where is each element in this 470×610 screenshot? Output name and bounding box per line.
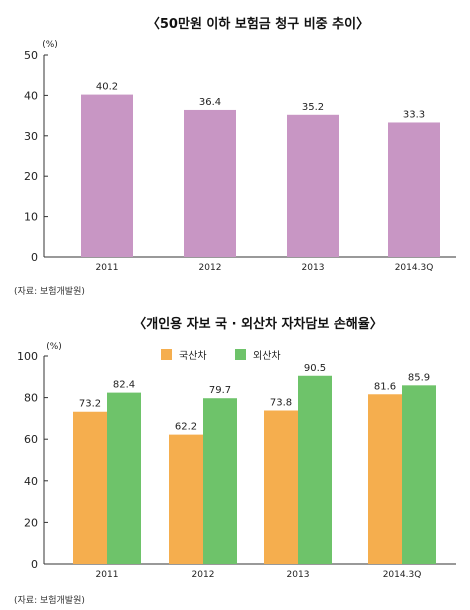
chart-1-value-labels: 40.2 36.4 35.2 33.3: [96, 82, 425, 121]
chart-2-y-tick-label: 80: [24, 392, 38, 405]
chart-2-y-tick-label: 60: [24, 433, 38, 446]
chart-2-x-tick-label: 2013: [287, 570, 310, 580]
chart-2-y-tick-label: 20: [24, 516, 38, 529]
chart-2-bar-imported: [203, 398, 237, 564]
chart-2-y-tick-label: 100: [17, 350, 38, 363]
legend-label-imported: 외산차: [253, 350, 281, 362]
chart-2-title: 〈개인용 자보 국 · 외산차 자차담보 손해율〉: [133, 316, 382, 332]
chart-2-unit: (%): [46, 342, 62, 352]
chart-2-bars: [73, 375, 436, 564]
chart-2-bar-domestic: [264, 410, 298, 564]
chart-2-bar-imported: [298, 375, 332, 564]
chart-1-value-label: 36.4: [199, 97, 221, 108]
chart-1-value-label: 33.3: [403, 109, 425, 120]
chart-2-source: (자료: 보험개발원): [14, 595, 85, 606]
legend-label-domestic: 국산차: [179, 350, 207, 362]
chart-1-value-label: 40.2: [96, 82, 118, 93]
chart-1-x-tick-label: 2011: [96, 263, 119, 273]
chart-1-y-tick-label: 10: [24, 211, 38, 224]
chart-1-unit: (%): [42, 40, 58, 50]
chart-1-source: (자료: 보험개발원): [14, 286, 85, 297]
chart-1-bar: [81, 94, 133, 257]
chart-1-bars: [81, 94, 440, 258]
chart-2-value-label: 85.9: [408, 372, 430, 383]
chart-1-bar: [388, 122, 440, 257]
chart-2-bar-imported: [107, 392, 141, 564]
chart-2-x-tick-label: 2011: [96, 570, 119, 580]
chart-2-bar-domestic: [368, 394, 402, 564]
chart-2-x-ticks: 2011 2012 2013 2014.3Q: [96, 570, 422, 580]
chart-2-y-tick-label: 40: [24, 475, 38, 488]
chart-2-value-label: 90.5: [304, 363, 326, 374]
chart-1-title: 〈50만원 이하 보험금 청구 비중 추이〉: [147, 16, 369, 32]
chart-2-value-label: 81.6: [374, 381, 396, 392]
chart-1-x-tick-label: 2012: [199, 263, 222, 273]
chart-2-value-label: 73.2: [79, 399, 101, 410]
chart-1-x-tick-label: 2014.3Q: [395, 263, 434, 273]
chart-2-value-label: 73.8: [270, 397, 292, 408]
chart-1-x-tick-label: 2013: [302, 263, 325, 273]
chart-2-value-label: 79.7: [209, 385, 231, 396]
chart-2-bar-domestic: [169, 434, 203, 564]
chart-2-x-tick-label: 2012: [192, 570, 215, 580]
chart-1-y-ticks: 0 10 20 30 40 50: [24, 49, 48, 264]
chart-1: 〈50만원 이하 보험금 청구 비중 추이〉 (%) 0 10 20 30 40 50 4…: [14, 16, 456, 297]
chart-1-y-tick-label: 50: [24, 49, 38, 62]
chart-2-bar-imported: [402, 385, 436, 564]
chart-1-bar: [184, 109, 236, 257]
legend-swatch-imported: [235, 349, 246, 360]
chart-1-y-tick-label: 40: [24, 89, 38, 102]
chart-1-y-tick-label: 0: [31, 251, 38, 264]
chart-2-value-label: 82.4: [113, 380, 135, 391]
chart-1-y-tick-label: 20: [24, 170, 38, 183]
legend-swatch-domestic: [161, 349, 172, 360]
chart-2-y-ticks: 0 20 40 60 80 100: [17, 350, 48, 571]
chart-1-bar: [287, 114, 339, 258]
chart-1-value-label: 35.2: [302, 102, 324, 113]
chart-1-y-tick-label: 30: [24, 130, 38, 143]
chart-2-value-label: 62.2: [175, 422, 197, 433]
chart-1-x-ticks: 2011 2012 2013 2014.3Q: [96, 263, 434, 273]
chart-2: 〈개인용 자보 국 · 외산차 자차담보 손해율〉 (%) 0 20 40 60 80 1…: [14, 316, 456, 606]
chart-2-value-labels: 73.2 82.4 62.2 79.7 73.8 90.5 81.6 85.9: [79, 363, 430, 433]
chart-2-bar-domestic: [73, 411, 107, 564]
chart-2-legend: 국산차 외산차: [161, 349, 281, 362]
chart-2-y-tick-label: 0: [31, 558, 38, 571]
chart-2-x-tick-label: 2014.3Q: [383, 570, 422, 580]
